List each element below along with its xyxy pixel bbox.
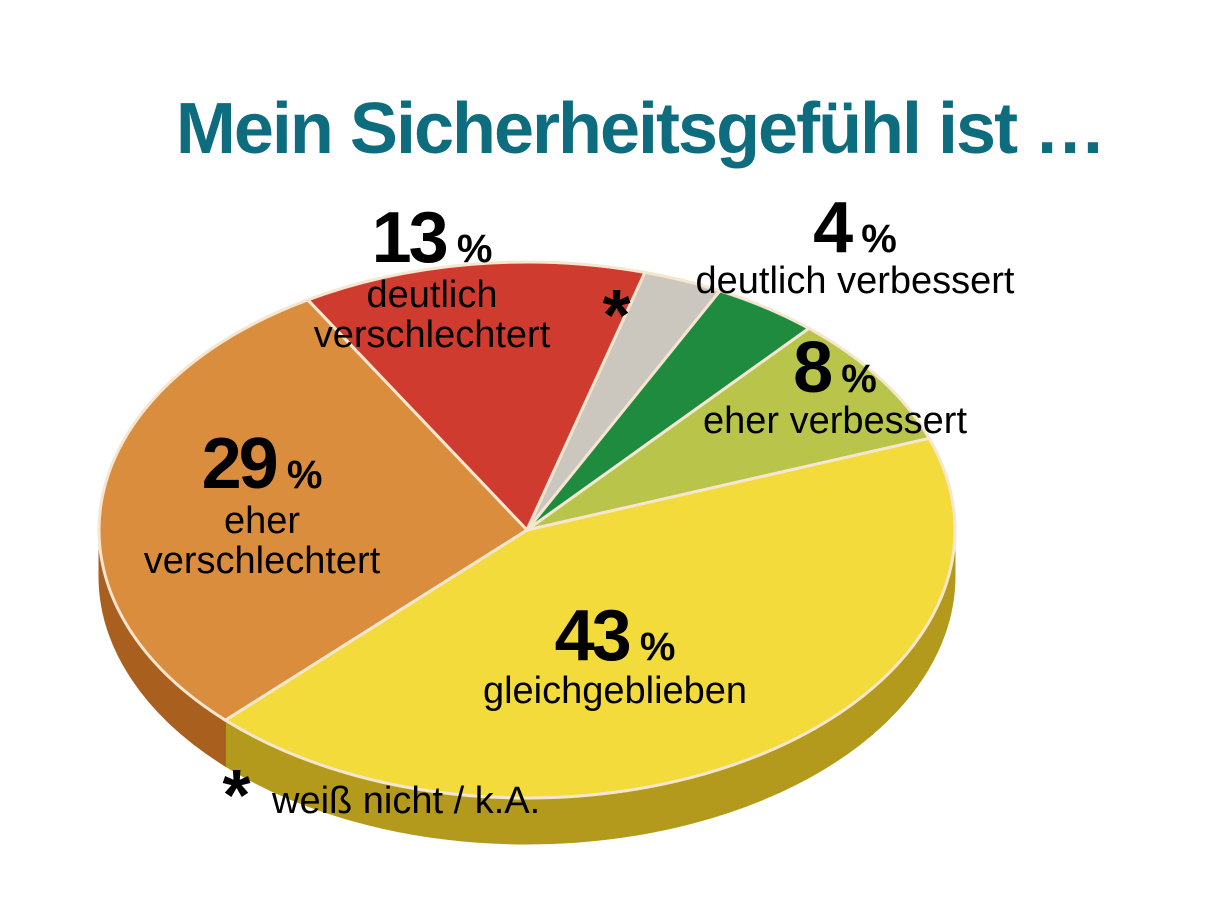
category-label: eher verbessert xyxy=(702,400,967,442)
footnote-marker: * xyxy=(222,756,250,836)
slice xyxy=(97,298,530,722)
category-label: eher verschlechtert xyxy=(143,500,381,582)
category-label: deutlich verschlechtert xyxy=(313,274,551,356)
category-label: gleichgeblieben xyxy=(482,670,748,712)
slice xyxy=(526,326,932,532)
chart-title: Mein Sicherheitsgefühl ist … xyxy=(175,89,1106,169)
value-label: 8 % xyxy=(793,328,877,408)
category-label: deutlich verbessert xyxy=(695,260,1015,302)
footnote: weiß nicht / k.A. xyxy=(272,780,541,822)
slice xyxy=(305,260,648,533)
value-label: 29 % xyxy=(201,424,323,504)
value-label: 4 % xyxy=(813,188,897,268)
value-label: 43 % xyxy=(554,596,676,676)
value-label: * xyxy=(602,276,630,356)
slice xyxy=(222,436,957,800)
value-label: 13 % xyxy=(371,198,493,278)
